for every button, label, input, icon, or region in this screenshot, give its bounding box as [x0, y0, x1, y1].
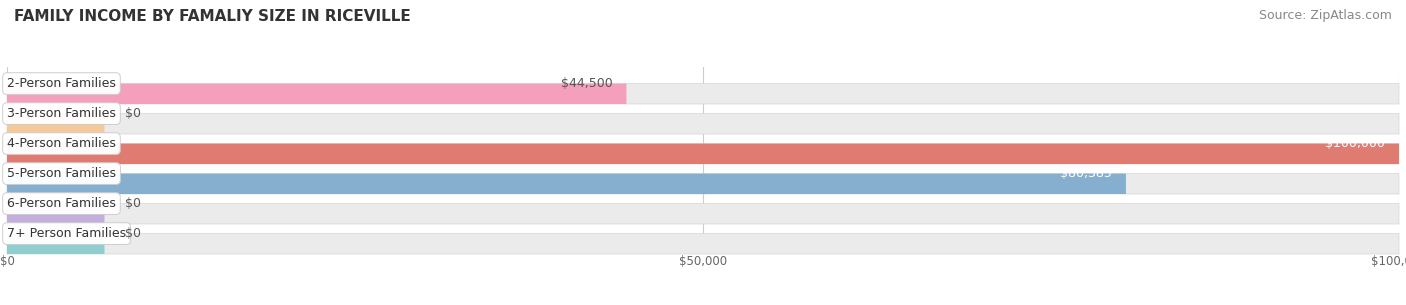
FancyBboxPatch shape: [7, 234, 1399, 254]
FancyBboxPatch shape: [7, 174, 1126, 194]
FancyBboxPatch shape: [7, 234, 104, 254]
Text: $0: $0: [125, 107, 142, 120]
Text: 5-Person Families: 5-Person Families: [7, 167, 117, 180]
FancyBboxPatch shape: [7, 204, 1399, 224]
Text: FAMILY INCOME BY FAMALIY SIZE IN RICEVILLE: FAMILY INCOME BY FAMALIY SIZE IN RICEVIL…: [14, 9, 411, 24]
Text: $0: $0: [125, 197, 142, 210]
FancyBboxPatch shape: [7, 84, 1399, 104]
FancyBboxPatch shape: [7, 113, 1399, 134]
FancyBboxPatch shape: [7, 144, 1399, 164]
Text: 7+ Person Families: 7+ Person Families: [7, 227, 127, 240]
FancyBboxPatch shape: [7, 113, 104, 134]
FancyBboxPatch shape: [7, 144, 1399, 164]
Text: $44,500: $44,500: [561, 77, 613, 90]
Text: $80,385: $80,385: [1060, 167, 1112, 180]
Text: 3-Person Families: 3-Person Families: [7, 107, 115, 120]
Text: 6-Person Families: 6-Person Families: [7, 197, 115, 210]
FancyBboxPatch shape: [7, 204, 104, 224]
Text: 2-Person Families: 2-Person Families: [7, 77, 115, 90]
Text: Source: ZipAtlas.com: Source: ZipAtlas.com: [1258, 9, 1392, 22]
Text: 4-Person Families: 4-Person Families: [7, 137, 115, 150]
Text: $100,000: $100,000: [1326, 137, 1385, 150]
FancyBboxPatch shape: [7, 174, 1399, 194]
Text: $0: $0: [125, 227, 142, 240]
FancyBboxPatch shape: [7, 84, 627, 104]
